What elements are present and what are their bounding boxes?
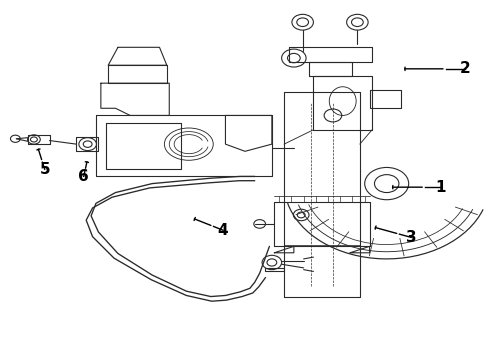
- Text: 5: 5: [39, 162, 50, 177]
- Text: 1: 1: [435, 180, 446, 195]
- Text: 2: 2: [460, 61, 470, 76]
- Text: 6: 6: [78, 169, 89, 184]
- Text: 4: 4: [218, 223, 228, 238]
- Text: 3: 3: [406, 230, 416, 245]
